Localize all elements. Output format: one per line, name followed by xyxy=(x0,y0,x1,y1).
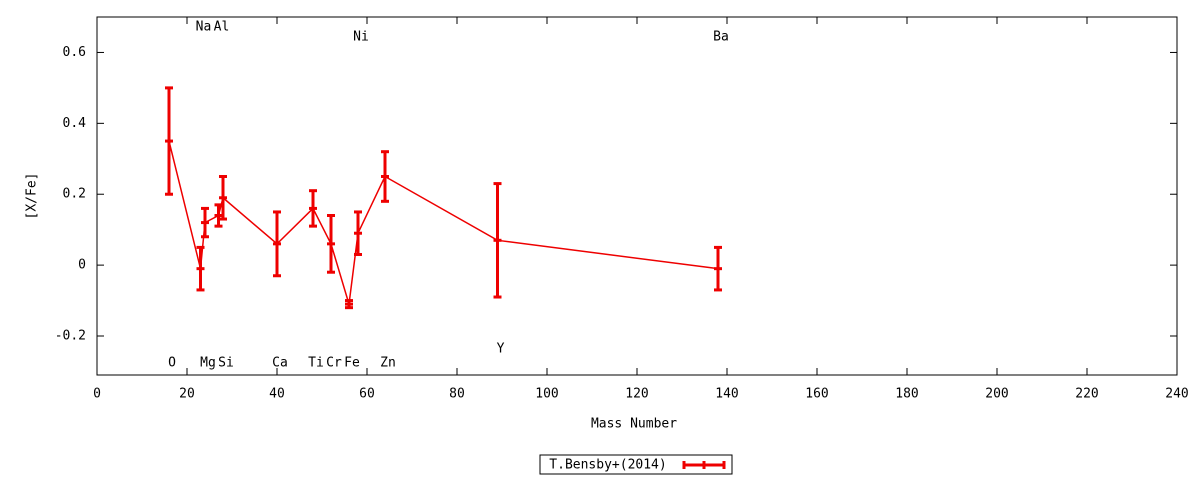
element-label: Ni xyxy=(353,30,369,45)
x-tick-label: 120 xyxy=(625,387,648,402)
x-tick-label: 60 xyxy=(359,387,375,402)
x-tick-label: 240 xyxy=(1165,387,1188,402)
x-tick-label: 0 xyxy=(93,387,101,402)
element-label: Cr xyxy=(326,356,342,371)
data-line xyxy=(168,140,719,305)
legend-label: T.Bensby+(2014) xyxy=(549,458,666,473)
x-tick-label: 160 xyxy=(805,387,828,402)
y-tick-label: 0.2 xyxy=(63,187,86,202)
y-tick-label: 0.4 xyxy=(63,116,87,131)
element-label: Al xyxy=(214,20,230,35)
element-label: Fe xyxy=(344,356,360,371)
element-label: O xyxy=(168,356,176,371)
x-tick-label: 20 xyxy=(179,387,195,402)
element-label: Y xyxy=(497,342,505,357)
x-tick-label: 140 xyxy=(715,387,738,402)
element-label: Ca xyxy=(272,356,288,371)
x-tick-label: 100 xyxy=(535,387,558,402)
y-axis-label: [X/Fe] xyxy=(25,173,40,220)
x-tick-label: 80 xyxy=(449,387,465,402)
element-label: Ti xyxy=(308,356,324,371)
y-tick-label: 0.6 xyxy=(63,45,86,60)
element-label: Ba xyxy=(713,30,729,45)
x-tick-label: 220 xyxy=(1075,387,1098,402)
element-label: Mg xyxy=(200,356,216,371)
x-axis-label: Mass Number xyxy=(591,417,677,432)
legend-box xyxy=(539,454,733,475)
y-tick-label: 0 xyxy=(78,258,86,273)
x-tick-label: 180 xyxy=(895,387,918,402)
y-tick-label: -0.2 xyxy=(55,329,86,344)
element-label: Zn xyxy=(380,356,396,371)
plot-frame xyxy=(96,16,1178,376)
element-label: Si xyxy=(218,356,234,371)
element-label: Na xyxy=(196,20,212,35)
x-tick-label: 40 xyxy=(269,387,285,402)
x-tick-label: 200 xyxy=(985,387,1008,402)
